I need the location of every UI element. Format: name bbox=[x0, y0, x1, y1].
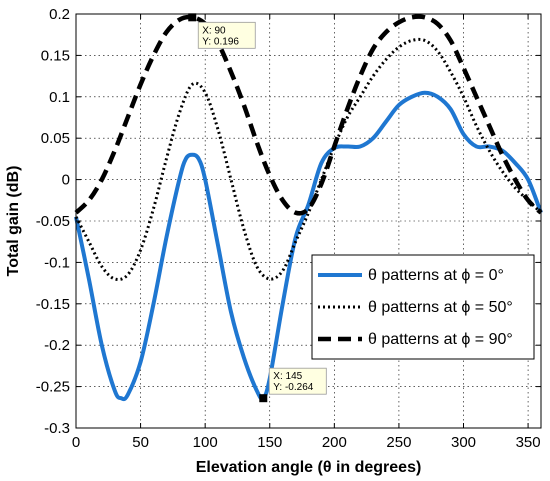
y-tick-label: 0.2 bbox=[49, 6, 70, 23]
x-tick-label: 200 bbox=[322, 434, 347, 451]
y-tick-label: -0.2 bbox=[44, 337, 70, 354]
datatip-marker bbox=[188, 13, 197, 22]
y-tick-label: -0.1 bbox=[44, 254, 70, 271]
x-axis-title: Elevation angle (θ in degrees) bbox=[196, 459, 422, 476]
datatip-x-label: X: 145 bbox=[273, 371, 302, 382]
grid-lines bbox=[75, 13, 541, 429]
datatip-box bbox=[268, 367, 327, 395]
legend: θ patterns at ϕ = 0° θ patterns at ϕ = 50… bbox=[311, 254, 535, 360]
x-tick-label: 0 bbox=[72, 434, 80, 451]
y-tick-label: 0.15 bbox=[41, 47, 70, 64]
y-tick-label: 0.1 bbox=[49, 89, 70, 106]
datatip-y-label: Y: -0.264 bbox=[273, 382, 313, 393]
series-lines bbox=[74, 14, 543, 402]
series-line-phi-50 bbox=[74, 37, 543, 282]
datatip-marker bbox=[259, 394, 268, 403]
x-tick-label: 250 bbox=[386, 434, 411, 451]
legend-label: θ patterns at ϕ = 0° bbox=[368, 267, 504, 284]
x-tick-label: 300 bbox=[451, 434, 476, 451]
axis-ticks: 0 50 100 150 200 250 300 350 -0.3 -0.25 -0.2 -0.15 -… bbox=[36, 6, 541, 451]
legend-label: θ patterns at ϕ = 50° bbox=[368, 299, 513, 316]
x-tick-label: 150 bbox=[257, 434, 282, 451]
y-tick-label: 0.05 bbox=[41, 130, 70, 147]
datatip-y-label: Y: 0.196 bbox=[202, 36, 239, 47]
y-tick-label: -0.15 bbox=[36, 296, 70, 313]
x-tick-label: 350 bbox=[516, 434, 541, 451]
y-axis-title: Total gain (dB) bbox=[5, 166, 22, 277]
legend-label: θ patterns at ϕ = 90° bbox=[368, 331, 513, 348]
series-line-phi-0 bbox=[74, 90, 543, 402]
y-tick-label: -0.05 bbox=[36, 213, 70, 230]
datatip-x-label: X: 90 bbox=[202, 25, 226, 36]
x-tick-label: 100 bbox=[193, 434, 218, 451]
x-tick-label: 50 bbox=[132, 434, 149, 451]
y-tick-label: 0 bbox=[62, 172, 70, 189]
y-tick-label: -0.25 bbox=[36, 379, 70, 396]
plot-frame bbox=[75, 13, 542, 429]
y-tick-label: -0.3 bbox=[44, 420, 70, 437]
datatip-box bbox=[197, 21, 256, 49]
